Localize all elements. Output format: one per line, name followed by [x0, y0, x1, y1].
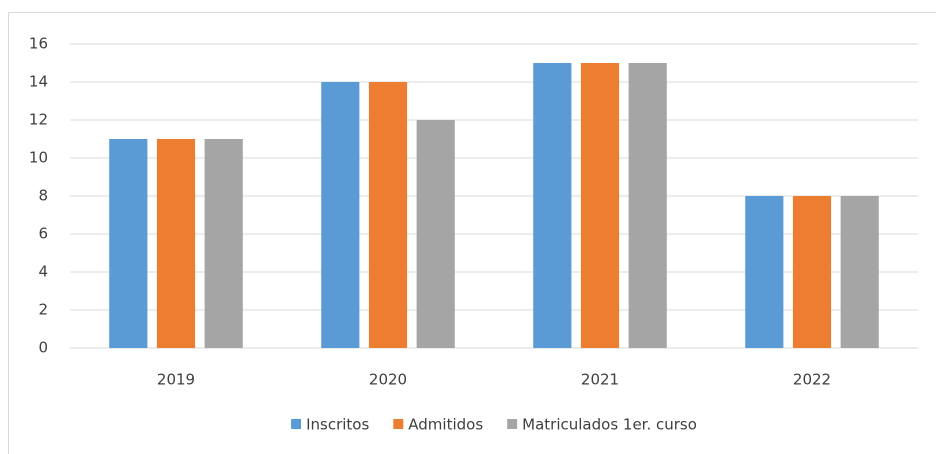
y-tick-label: 2	[38, 301, 48, 319]
legend-swatch	[393, 419, 404, 429]
x-tick-label: 2019	[157, 371, 195, 389]
bar	[628, 63, 667, 348]
y-tick-label: 8	[38, 187, 48, 205]
y-tick-label: 10	[29, 149, 48, 167]
y-tick-label: 0	[38, 339, 48, 357]
bar	[109, 139, 148, 348]
x-tick-label: 2021	[581, 371, 619, 389]
y-tick-label: 12	[29, 111, 48, 129]
bar	[792, 196, 832, 348]
x-tick-label: 2020	[369, 371, 407, 389]
legend-label: Inscritos	[306, 416, 369, 434]
bar	[840, 196, 879, 348]
bar	[745, 196, 784, 348]
legend-label: Matriculados 1er. curso	[522, 416, 697, 434]
y-tick-label: 6	[38, 225, 48, 243]
bar	[580, 63, 620, 348]
legend-swatch	[291, 419, 302, 429]
y-tick-label: 14	[29, 73, 48, 91]
bar	[533, 63, 572, 348]
bar	[368, 82, 408, 348]
bar	[204, 139, 243, 348]
legend-swatch	[507, 419, 518, 429]
legend-label: Admitidos	[408, 416, 483, 434]
bar	[416, 120, 455, 348]
bar	[156, 139, 196, 348]
x-tick-label: 2022	[793, 371, 831, 389]
y-tick-label: 4	[38, 263, 48, 281]
bar	[321, 82, 360, 348]
y-tick-label: 16	[29, 35, 48, 53]
